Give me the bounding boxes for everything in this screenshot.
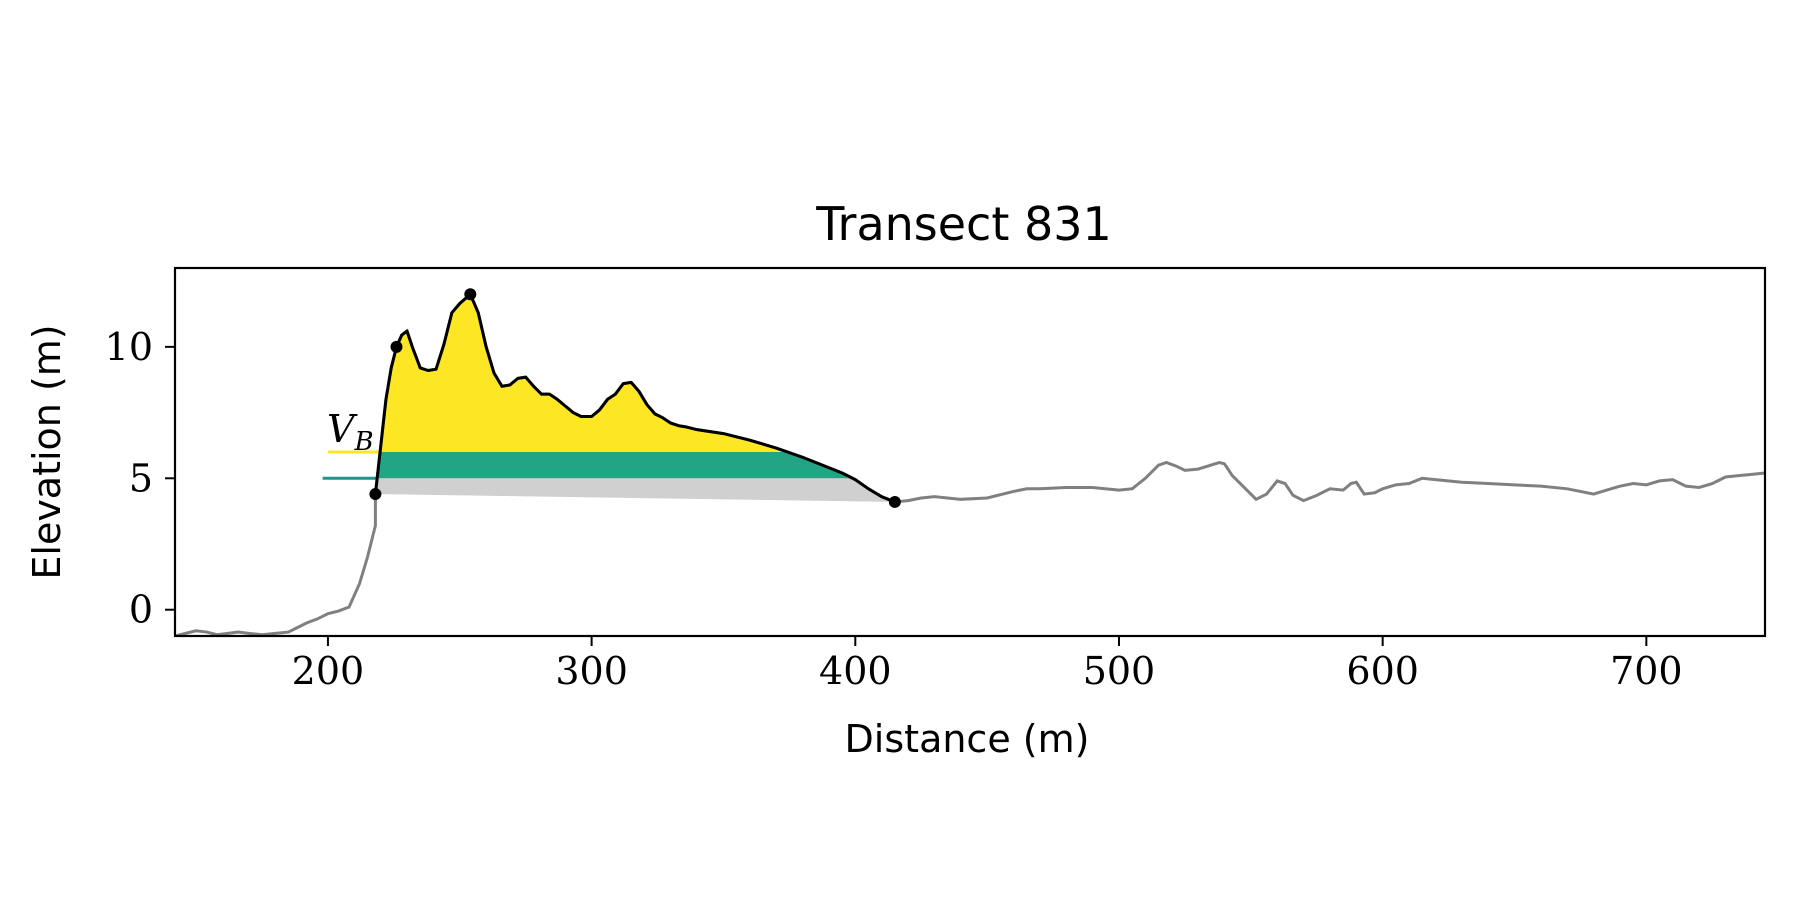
profile-line-landward	[894, 460, 1765, 504]
x-tick-label-500: 500	[1083, 649, 1156, 693]
annotation-subscript: B	[353, 427, 373, 457]
key-point-2	[464, 288, 477, 301]
volume-annotation: VB	[327, 407, 374, 457]
plot-content	[175, 288, 1765, 636]
x-axis-label: Distance (m)	[845, 717, 1090, 761]
key-point-0	[369, 488, 382, 501]
axes: 200 300 400 500 600 700 0 5 10	[105, 325, 1683, 693]
volume-below-5m-fill	[375, 478, 895, 502]
annotation-main: V	[327, 407, 358, 451]
volume-5-to-6m-fill	[375, 452, 895, 479]
volume-above-6m-fill	[375, 294, 895, 452]
y-tick-label-0: 0	[129, 588, 153, 632]
x-tick-label-300: 300	[555, 649, 628, 693]
key-point-1	[390, 340, 403, 353]
plot-frame	[173, 266, 1767, 638]
key-point-3	[888, 495, 901, 508]
x-tick-label-200: 200	[292, 649, 365, 693]
chart-title: Transect 831	[815, 197, 1112, 251]
y-tick-label-10: 10	[105, 325, 153, 369]
dune-profile-line	[373, 292, 896, 504]
plot-area	[175, 288, 1765, 636]
annotation-label: VB	[327, 407, 374, 457]
x-tick-label-700: 700	[1610, 649, 1683, 693]
x-tick-label-400: 400	[819, 649, 892, 693]
x-tick-label-600: 600	[1346, 649, 1419, 693]
y-axis-label: Elevation (m)	[25, 324, 69, 579]
y-tick-label-5: 5	[129, 456, 153, 500]
